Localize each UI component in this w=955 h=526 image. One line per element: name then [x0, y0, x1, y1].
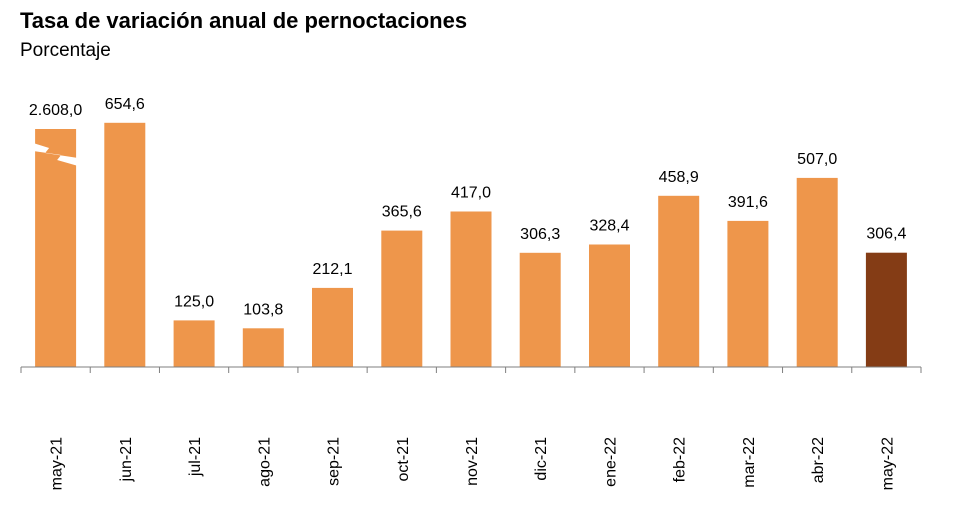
bar-jul-21 — [173, 320, 215, 367]
value-label-ene-22: 328,4 — [589, 218, 629, 235]
value-label-feb-22: 458,9 — [659, 169, 699, 186]
bar-ene-22 — [589, 244, 630, 367]
x-tick-label-jun-21: jun-21 — [118, 437, 135, 483]
x-tick-label-nov-21: nov-21 — [464, 437, 481, 486]
x-tick-label-jul-21: jul-21 — [187, 437, 204, 477]
bar-mar-22 — [727, 220, 769, 367]
bar-jun-21 — [104, 122, 146, 367]
value-label-nov-21: 417,0 — [451, 185, 491, 202]
x-tick-label-oct-21: oct-21 — [395, 437, 412, 482]
value-label-may-21: 2.608,0 — [29, 102, 82, 119]
chart-subtitle: Porcentaje — [20, 40, 111, 61]
x-tick-label-may-21: may-21 — [49, 437, 66, 490]
value-label-dic-21: 306,3 — [520, 226, 560, 243]
x-tick-label-ago-21: ago-21 — [256, 437, 273, 487]
bar-nov-21 — [450, 211, 492, 367]
x-tick-label-sep-21: sep-21 — [326, 437, 343, 486]
value-label-oct-21: 365,6 — [382, 204, 422, 221]
value-label-jun-21: 654,6 — [105, 96, 145, 113]
x-tick-label-mar-22: mar-22 — [741, 437, 758, 488]
axis-break-mark — [33, 143, 79, 166]
value-label-sep-21: 212,1 — [312, 261, 352, 278]
x-tick-label-abr-22: abr-22 — [810, 437, 827, 483]
x-tick-label-feb-22: feb-22 — [672, 437, 689, 482]
value-label-abr-22: 507,0 — [797, 151, 837, 168]
value-label-ago-21: 103,8 — [243, 301, 283, 318]
x-tick-label-dic-21: dic-21 — [533, 437, 550, 481]
bar-ago-21 — [242, 328, 284, 367]
bar-oct-21 — [381, 230, 423, 367]
value-label-may-22: 306,4 — [866, 226, 906, 243]
bar-abr-22 — [796, 177, 838, 367]
bar-may-22 — [865, 252, 907, 367]
bar-may-21 — [35, 129, 77, 367]
x-tick-label-ene-22: ene-22 — [603, 437, 620, 487]
value-label-jul-21: 125,0 — [174, 293, 214, 310]
bar-sep-21 — [312, 287, 353, 367]
bar-dic-21 — [519, 252, 561, 367]
value-label-mar-22: 391,6 — [728, 194, 768, 211]
bar-feb-22 — [658, 195, 700, 367]
chart-title: Tasa de variación anual de pernoctacione… — [20, 8, 468, 33]
x-tick-label-may-22: may-22 — [879, 437, 896, 490]
